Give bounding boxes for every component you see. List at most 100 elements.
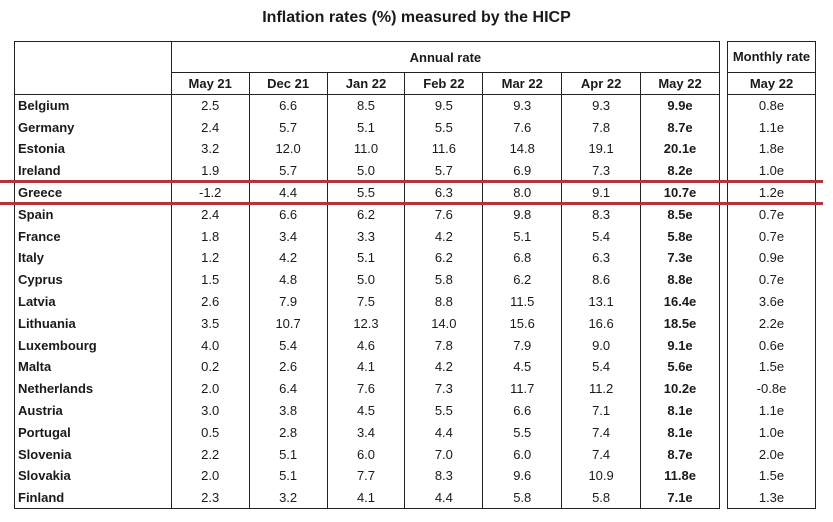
- rate-cell: 9.9e: [640, 94, 720, 117]
- rate-cell: 5.8: [404, 268, 484, 291]
- country-name: Slovenia: [14, 443, 172, 466]
- rate-cell: 5.8: [482, 486, 563, 510]
- table-row: 1.5e: [727, 356, 816, 378]
- column-header: Dec 21: [248, 72, 328, 95]
- monthly-rate-cell: 1.5e: [727, 356, 816, 378]
- rate-cell: 4.4: [248, 181, 328, 204]
- highlight-line-top: [0, 179, 823, 183]
- rate-cell: 3.8: [248, 399, 328, 422]
- corner-cell-bottom: [14, 72, 172, 95]
- rate-cell: 3.3: [326, 225, 406, 248]
- rate-cell: 11.7: [482, 377, 563, 400]
- rate-cell: 11.5: [482, 290, 563, 313]
- monthly-rate-cell: -0.8e: [727, 377, 816, 400]
- rate-cell: 15.6: [482, 312, 563, 335]
- rate-cell: 5.7: [404, 159, 484, 182]
- rate-cell: 3.2: [248, 486, 328, 510]
- rate-cell: 11.0: [326, 138, 406, 160]
- column-header: Jan 22: [326, 72, 406, 95]
- monthly-rate-cell: 1.1e: [727, 399, 816, 422]
- country-name: France: [14, 225, 172, 248]
- rate-cell: 4.4: [404, 421, 484, 444]
- rate-cell: 2.6: [170, 290, 250, 313]
- rate-cell: 5.8: [561, 486, 642, 510]
- rate-cell: 8.8e: [640, 268, 720, 291]
- country-name: Germany: [14, 116, 172, 139]
- rate-cell: 7.6: [404, 203, 484, 226]
- rate-cell: 12.3: [326, 312, 406, 335]
- rate-cell: 7.8: [404, 334, 484, 357]
- rate-cell: 1.5: [170, 268, 250, 291]
- table-row: 1.2e: [727, 181, 816, 204]
- rate-cell: 8.0: [482, 181, 563, 204]
- rate-cell: -1.2: [170, 181, 250, 204]
- rate-cell: 7.7: [326, 465, 406, 487]
- rate-cell: 7.1: [561, 399, 642, 422]
- rate-cell: 2.4: [170, 203, 250, 226]
- rate-cell: 5.4: [561, 356, 642, 378]
- rate-cell: 6.6: [248, 203, 328, 226]
- country-name: Italy: [14, 247, 172, 269]
- rate-cell: 2.6: [248, 356, 328, 378]
- table-row: Malta 0.2 2.6 4.1 4.2 4.5 5.4 5.6e: [14, 356, 720, 378]
- table-row: 1.0e: [727, 159, 816, 182]
- rate-cell: 5.1: [482, 225, 563, 248]
- rate-cell: 4.0: [170, 334, 250, 357]
- column-header: Mar 22: [482, 72, 563, 95]
- monthly-rate-cell: 1.5e: [727, 465, 816, 487]
- rate-cell: 5.5: [326, 181, 406, 204]
- country-name: Spain: [14, 203, 172, 226]
- rate-cell: 11.8e: [640, 465, 720, 487]
- rate-cell: 7.6: [482, 116, 563, 139]
- column-header: Feb 22: [404, 72, 484, 95]
- annual-rate-table: Annual rate May 21 Dec 21 Jan 22 Feb 22 Mar …: [14, 41, 721, 510]
- rate-cell: 7.4: [561, 421, 642, 444]
- monthly-rate-cell: 0.8e: [727, 94, 816, 117]
- monthly-rate-cell: 1.8e: [727, 138, 816, 160]
- table-row: -0.8e: [727, 377, 816, 400]
- country-name: Portugal: [14, 421, 172, 444]
- rate-cell: 7.4: [561, 443, 642, 466]
- country-name: Ireland: [14, 159, 172, 182]
- monthly-column-header: May 22: [727, 72, 816, 95]
- annual-rate-header: Annual rate: [170, 41, 721, 73]
- rate-cell: 2.8: [248, 421, 328, 444]
- monthly-rate-cell: 1.1e: [727, 116, 816, 139]
- rate-cell: 8.8: [404, 290, 484, 313]
- rate-cell: 14.8: [482, 138, 563, 160]
- country-name: Latvia: [14, 290, 172, 313]
- rate-cell: 11.6: [404, 138, 484, 160]
- rate-cell: 8.5e: [640, 203, 720, 226]
- rate-cell: 5.1: [248, 443, 328, 466]
- rate-cell: 11.2: [561, 377, 642, 400]
- rate-cell: 2.4: [170, 116, 250, 139]
- table-row: France 1.8 3.4 3.3 4.2 5.1 5.4 5.8e: [14, 225, 720, 248]
- rate-cell: 5.5: [404, 116, 484, 139]
- rate-cell: 5.1: [326, 116, 406, 139]
- rate-cell: 9.3: [482, 94, 563, 117]
- rate-cell: 8.6: [561, 268, 642, 291]
- rate-cell: 4.8: [248, 268, 328, 291]
- rate-cell: 5.5: [482, 421, 563, 444]
- rate-cell: 12.0: [248, 138, 328, 160]
- rate-cell: 7.9: [482, 334, 563, 357]
- table-row: 0.9e: [727, 247, 816, 269]
- rate-cell: 16.4e: [640, 290, 720, 313]
- table-row: Belgium 2.5 6.6 8.5 9.5 9.3 9.3 9.9e: [14, 94, 720, 117]
- table-row: 0.8e: [727, 94, 816, 117]
- country-name: Cyprus: [14, 268, 172, 291]
- table-row: Greece -1.2 4.4 5.5 6.3 8.0 9.1 10.7e: [14, 181, 720, 204]
- rate-cell: 8.1e: [640, 421, 720, 444]
- table-row: 3.6e: [727, 290, 816, 313]
- rate-cell: 9.1: [561, 181, 642, 204]
- rate-cell: 6.2: [326, 203, 406, 226]
- rate-cell: 9.6: [482, 465, 563, 487]
- rate-cell: 2.0: [170, 465, 250, 487]
- monthly-rate-cell: 0.7e: [727, 268, 816, 291]
- rate-cell: 4.2: [404, 225, 484, 248]
- country-name: Luxembourg: [14, 334, 172, 357]
- rate-cell: 4.5: [326, 399, 406, 422]
- rate-cell: 3.5: [170, 312, 250, 335]
- rate-cell: 9.8: [482, 203, 563, 226]
- rate-cell: 7.3: [404, 377, 484, 400]
